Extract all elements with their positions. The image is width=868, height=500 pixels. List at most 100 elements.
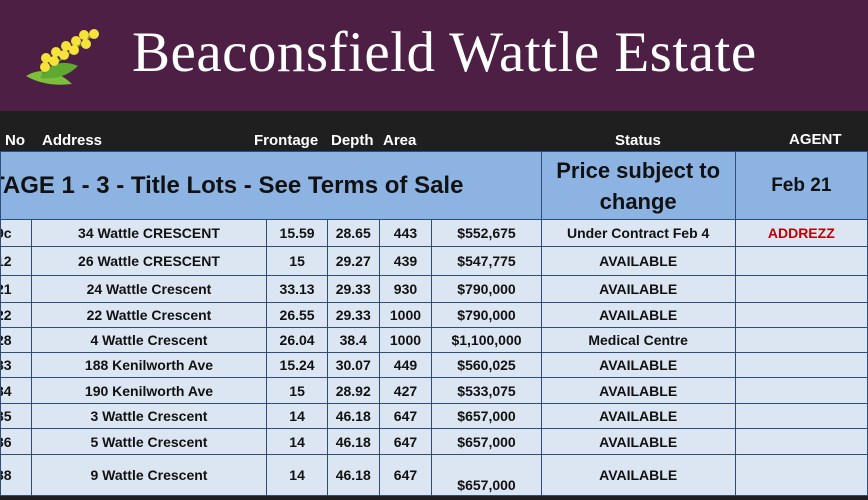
lot-agent: [734, 454, 868, 496]
lot-price: $1,100,000: [431, 327, 542, 353]
lot-area: 427: [378, 377, 433, 404]
lot-area: 647: [378, 428, 433, 455]
lot-depth: 29.33: [326, 302, 380, 328]
lot-frontage: 26.04: [266, 327, 328, 353]
lot-area: 1000: [378, 327, 433, 353]
lot-address: 188 Kenilworth Ave: [30, 352, 268, 378]
lot-price: $533,075: [431, 377, 542, 404]
lot-address: 26 Wattle CRESCENT: [30, 246, 268, 276]
table-row: 353 Wattle Crescent1446.18647$657,000AVA…: [0, 403, 868, 429]
lot-price: $657,000: [431, 428, 542, 455]
table-row: 389 Wattle Crescent1446.18647$657,000AVA…: [0, 454, 868, 496]
estate-title: Beaconsfield Wattle Estate: [132, 21, 757, 84]
lot-price: $790,000: [431, 275, 542, 303]
lot-number: 22: [0, 302, 32, 328]
lot-number: 34: [0, 377, 32, 404]
lot-address: 24 Wattle Crescent: [30, 275, 268, 303]
lot-number: 35: [0, 403, 32, 429]
stage-title: TAGE 1 - 3 - Title Lots - See Terms of S…: [0, 151, 542, 220]
lot-status: AVAILABLE: [540, 246, 736, 276]
lot-status: AVAILABLE: [540, 302, 736, 328]
lot-price: $657,000: [431, 403, 542, 429]
lot-price: $560,025: [431, 352, 542, 378]
lot-depth: 28.65: [326, 219, 380, 247]
lot-area: 449: [378, 352, 433, 378]
lot-frontage: 14: [266, 454, 328, 496]
table-row: 2222 Wattle Crescent26.5529.331000$790,0…: [0, 302, 868, 328]
lot-status: Under Contract Feb 4: [540, 219, 736, 247]
lot-agent: [734, 275, 868, 303]
col-header-no: No: [5, 132, 25, 149]
col-header-status: Status: [615, 132, 661, 149]
lot-number: 12: [0, 246, 32, 276]
lot-number: 21: [0, 275, 32, 303]
col-header-depth: Depth: [331, 132, 374, 149]
lot-frontage: 15: [266, 377, 328, 404]
lot-address: 190 Kenilworth Ave: [30, 377, 268, 404]
lot-status: AVAILABLE: [540, 428, 736, 455]
col-header-area: Area: [383, 132, 417, 149]
lot-agent: [734, 302, 868, 328]
lot-address: 9 Wattle Crescent: [30, 454, 268, 496]
lot-area: 647: [378, 454, 433, 496]
lot-agent: [734, 327, 868, 353]
table-row: 9c34 Wattle CRESCENT15.5928.65443$552,67…: [0, 219, 868, 247]
wattle-flower-logo-icon: [26, 29, 99, 85]
lot-address: 4 Wattle Crescent: [30, 327, 268, 353]
stage-band-row: TAGE 1 - 3 - Title Lots - See Terms of S…: [0, 151, 868, 220]
lot-number: 38: [0, 454, 32, 496]
lot-number: 9c: [0, 219, 32, 247]
lot-agent: [734, 352, 868, 378]
lot-depth: 30.07: [326, 352, 380, 378]
lot-agent: ADDREZZ: [734, 219, 868, 247]
lots-table: TAGE 1 - 3 - Title Lots - See Terms of S…: [0, 151, 868, 496]
lot-depth: 46.18: [326, 428, 380, 455]
lot-price: $790,000: [431, 302, 542, 328]
lot-area: 1000: [378, 302, 433, 328]
lot-depth: 29.27: [326, 246, 380, 276]
header-banner: Beaconsfield Wattle Estate: [0, 0, 868, 111]
lot-frontage: 26.55: [266, 302, 328, 328]
col-header-address: Address: [42, 132, 103, 149]
lot-number: 33: [0, 352, 32, 378]
lot-number: 36: [0, 428, 32, 455]
lot-status: AVAILABLE: [540, 377, 736, 404]
lot-agent: [734, 246, 868, 276]
table-row: 2124 Wattle Crescent33.1329.33930$790,00…: [0, 275, 868, 303]
lot-depth: 46.18: [326, 403, 380, 429]
lot-status: AVAILABLE: [540, 403, 736, 429]
price-note: Price subject to change: [540, 151, 736, 220]
col-header-agent: AGENT: [789, 131, 842, 148]
col-header-frontage: Frontage: [254, 132, 319, 149]
table-row: 34190 Kenilworth Ave1528.92427$533,075AV…: [0, 377, 868, 404]
lot-status: Medical Centre: [540, 327, 736, 353]
lot-frontage: 33.13: [266, 275, 328, 303]
lot-status: AVAILABLE: [540, 352, 736, 378]
band-date: Feb 21: [734, 151, 868, 220]
lot-address: 34 Wattle CRESCENT: [30, 219, 268, 247]
lot-price: $657,000: [431, 454, 542, 496]
lot-address: 22 Wattle Crescent: [30, 302, 268, 328]
table-row: 284 Wattle Crescent26.0438.41000$1,100,0…: [0, 327, 868, 353]
lot-agent: [734, 403, 868, 429]
lot-price: $552,675: [431, 219, 542, 247]
lot-depth: 29.33: [326, 275, 380, 303]
lot-status: AVAILABLE: [540, 454, 736, 496]
lot-area: 930: [378, 275, 433, 303]
lot-depth: 28.92: [326, 377, 380, 404]
lot-frontage: 14: [266, 428, 328, 455]
lot-area: 647: [378, 403, 433, 429]
lot-agent: [734, 428, 868, 455]
table-row: 33188 Kenilworth Ave15.2430.07449$560,02…: [0, 352, 868, 378]
lot-address: 3 Wattle Crescent: [30, 403, 268, 429]
lot-status: AVAILABLE: [540, 275, 736, 303]
lot-frontage: 15.59: [266, 219, 328, 247]
lot-frontage: 15: [266, 246, 328, 276]
column-header-row: No Address Frontage Depth Area Status AG…: [0, 111, 868, 151]
table-row: 1226 Wattle CRESCENT1529.27439$547,775AV…: [0, 246, 868, 276]
lot-agent: [734, 377, 868, 404]
lot-number: 28: [0, 327, 32, 353]
lot-depth: 46.18: [326, 454, 380, 496]
lot-frontage: 14: [266, 403, 328, 429]
lot-depth: 38.4: [326, 327, 380, 353]
